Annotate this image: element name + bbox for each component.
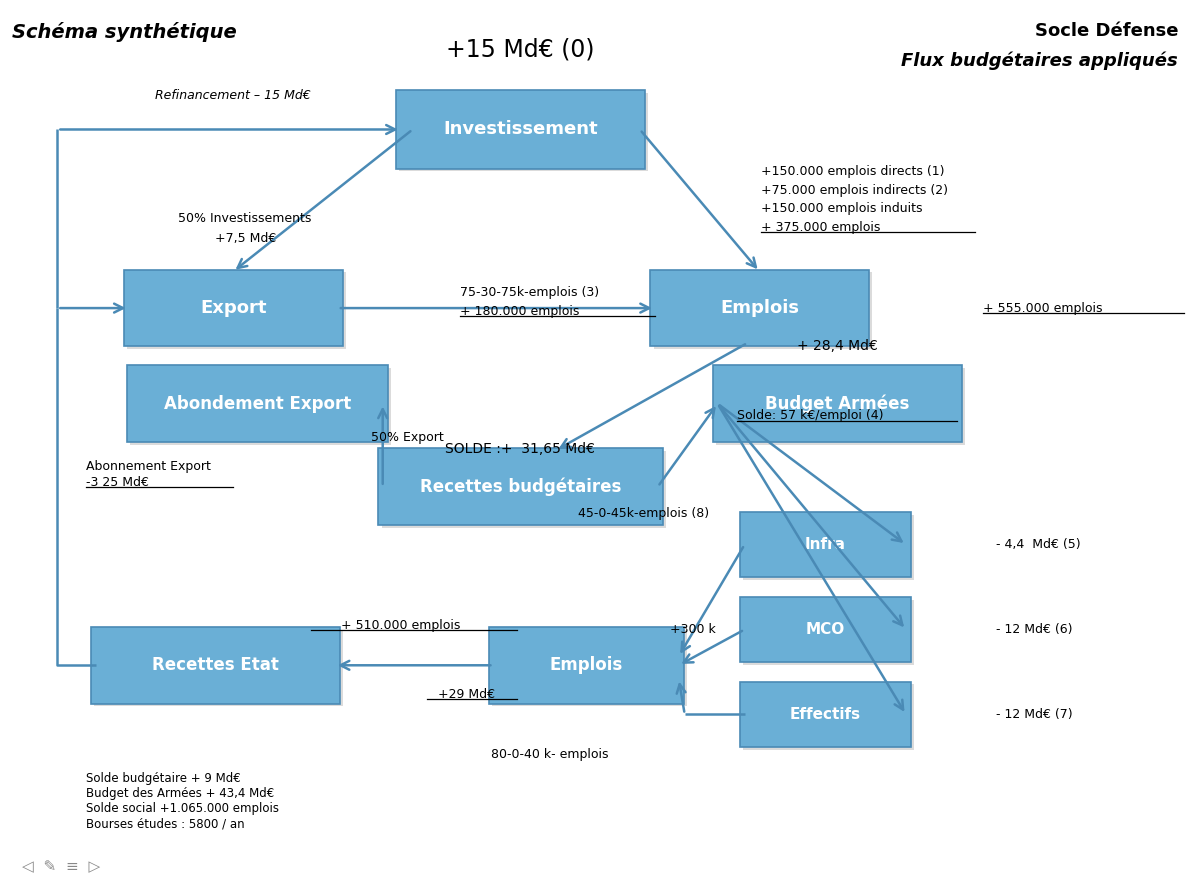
- FancyBboxPatch shape: [488, 627, 684, 704]
- FancyBboxPatch shape: [739, 682, 911, 747]
- Text: + 510.000 emplois: + 510.000 emplois: [341, 619, 460, 631]
- FancyBboxPatch shape: [653, 272, 873, 349]
- Text: +75.000 emplois indirects (2): +75.000 emplois indirects (2): [761, 184, 947, 196]
- Text: Abondement Export: Abondement Export: [164, 395, 350, 413]
- Text: Budget Armées: Budget Armées: [765, 395, 909, 413]
- FancyBboxPatch shape: [743, 684, 914, 750]
- Text: Emplois: Emplois: [720, 299, 799, 317]
- Text: + 28,4 Md€: + 28,4 Md€: [797, 338, 878, 353]
- FancyBboxPatch shape: [743, 600, 914, 664]
- FancyBboxPatch shape: [739, 597, 911, 663]
- FancyBboxPatch shape: [743, 514, 914, 580]
- Text: Socle Défense: Socle Défense: [1035, 22, 1178, 40]
- Text: ◁  ✎  ≡  ▷: ◁ ✎ ≡ ▷: [22, 859, 99, 873]
- FancyBboxPatch shape: [739, 512, 911, 577]
- Text: - 12 Md€ (6): - 12 Md€ (6): [996, 623, 1073, 636]
- Text: -3 25 Md€: -3 25 Md€: [86, 476, 150, 488]
- Text: +15 Md€ (0): +15 Md€ (0): [446, 38, 594, 61]
- FancyBboxPatch shape: [127, 365, 388, 442]
- FancyBboxPatch shape: [382, 451, 666, 528]
- FancyBboxPatch shape: [493, 630, 687, 706]
- FancyBboxPatch shape: [128, 272, 347, 349]
- FancyBboxPatch shape: [94, 630, 343, 706]
- FancyBboxPatch shape: [130, 368, 391, 445]
- Text: - 12 Md€ (7): - 12 Md€ (7): [996, 708, 1073, 721]
- Text: +150.000 emplois directs (1): +150.000 emplois directs (1): [761, 165, 944, 178]
- Text: 75-30-75k-emplois (3): 75-30-75k-emplois (3): [460, 287, 599, 299]
- Text: SOLDE :+  31,65 Md€: SOLDE :+ 31,65 Md€: [445, 442, 596, 456]
- Text: Solde: 57 k€/emploi (4): Solde: 57 k€/emploi (4): [737, 409, 883, 421]
- FancyBboxPatch shape: [124, 270, 342, 346]
- Text: Solde budgétaire + 9 Md€
Budget des Armées + 43,4 Md€
Solde social +1.065.000 em: Solde budgétaire + 9 Md€ Budget des Armé…: [86, 772, 279, 830]
- Text: Effectifs: Effectifs: [789, 707, 861, 722]
- Text: 45-0-45k-emplois (8): 45-0-45k-emplois (8): [578, 507, 709, 520]
- Text: Refinancement – 15 Md€: Refinancement – 15 Md€: [155, 89, 311, 102]
- Text: Infra: Infra: [805, 538, 846, 552]
- Text: Flux budgétaires appliqués: Flux budgétaires appliqués: [902, 52, 1178, 71]
- Text: +150.000 emplois induits: +150.000 emplois induits: [761, 203, 922, 215]
- FancyBboxPatch shape: [396, 90, 645, 169]
- Text: Emplois: Emplois: [549, 656, 623, 674]
- Text: Export: Export: [200, 299, 267, 317]
- FancyBboxPatch shape: [399, 93, 648, 171]
- Text: Recettes budgétaires: Recettes budgétaires: [420, 478, 621, 496]
- FancyBboxPatch shape: [91, 627, 340, 704]
- Text: Recettes Etat: Recettes Etat: [152, 656, 279, 674]
- Text: MCO: MCO: [806, 622, 844, 637]
- Text: + 375.000 emplois: + 375.000 emplois: [761, 221, 880, 234]
- FancyBboxPatch shape: [716, 368, 965, 445]
- Text: 80-0-40 k- emplois: 80-0-40 k- emplois: [492, 748, 609, 761]
- FancyBboxPatch shape: [651, 270, 868, 346]
- Text: 50% Export: 50% Export: [371, 431, 444, 444]
- Text: + 555.000 emplois: + 555.000 emplois: [983, 302, 1103, 314]
- Text: +7,5 Md€: +7,5 Md€: [214, 232, 276, 245]
- Text: 50% Investissements: 50% Investissements: [178, 213, 312, 225]
- Text: Investissement: Investissement: [443, 121, 598, 138]
- Text: - 4,4  Md€ (5): - 4,4 Md€ (5): [996, 538, 1081, 551]
- Text: +300 k: +300 k: [670, 623, 715, 636]
- FancyBboxPatch shape: [378, 448, 663, 525]
- Text: Abonnement Export: Abonnement Export: [86, 460, 210, 472]
- Text: Schéma synthétique: Schéma synthétique: [12, 22, 237, 42]
- FancyBboxPatch shape: [713, 365, 962, 442]
- Text: +29 Md€: +29 Md€: [438, 689, 495, 701]
- Text: + 180.000 emplois: + 180.000 emplois: [460, 305, 580, 318]
